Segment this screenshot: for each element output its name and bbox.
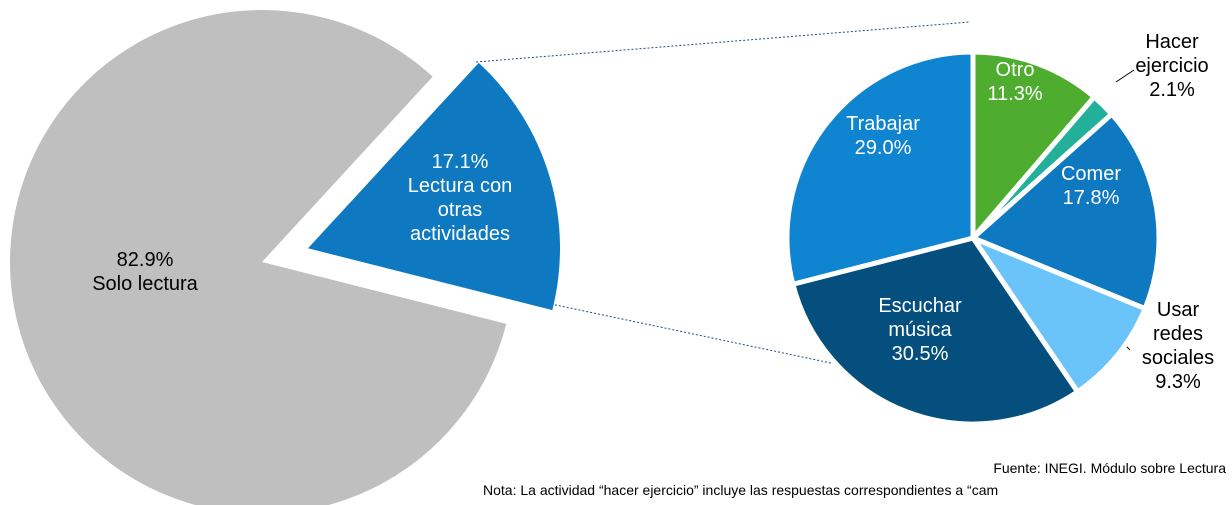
value-label: 9.3% xyxy=(1155,371,1201,393)
pie-slice xyxy=(789,235,1082,427)
category-label: Comer xyxy=(1060,163,1121,185)
pie-slice xyxy=(10,10,507,505)
footnote: Nota: La actividad “hacer ejercicio” inc… xyxy=(483,482,999,498)
slices xyxy=(10,10,1162,505)
slice-label: Trabajar 29.0% xyxy=(833,112,933,160)
value-label: 29.0% xyxy=(854,137,912,159)
category-label: Escuchar música xyxy=(878,295,962,341)
category-label: Usar redes sociales xyxy=(1141,299,1215,369)
category-label: Otro xyxy=(995,59,1035,81)
slice-label: 82.9% Solo lectura xyxy=(75,248,215,296)
category-label: Lectura con otras actividades xyxy=(407,175,513,245)
pie-slice xyxy=(970,49,1098,245)
pie-slice xyxy=(968,110,1162,312)
slice-label: Escuchar música 30.5% xyxy=(865,294,975,366)
category-label: Hacer ejercicio xyxy=(1135,31,1209,77)
category-label: Trabajar xyxy=(846,113,920,135)
pie-slice xyxy=(308,62,561,311)
value-label: 30.5% xyxy=(891,343,949,365)
value-label: 17.1% xyxy=(431,151,489,173)
value-label: 11.3% xyxy=(987,83,1043,105)
pie-slice xyxy=(784,49,976,288)
slice-label: 17.1% Lectura con otras actividades xyxy=(390,150,530,246)
slice-label: Otro 11.3% xyxy=(975,58,1055,106)
slice-label: Usar redes sociales 9.3% xyxy=(1138,298,1218,394)
value-label: 17.8% xyxy=(1062,187,1120,209)
slice-label: Hacer ejercicio 2.1% xyxy=(1127,30,1217,102)
slice-label: Comer 17.8% xyxy=(1046,162,1136,210)
value-label: 2.1% xyxy=(1149,79,1195,101)
category-label: Solo lectura xyxy=(92,273,198,295)
connector-line xyxy=(475,21,971,63)
leader-line xyxy=(1115,69,1135,83)
pie-slice xyxy=(966,232,1149,396)
value-label: 82.9% xyxy=(116,249,174,271)
source-note: Fuente: INEGI. Módulo sobre Lectura xyxy=(993,460,1226,476)
